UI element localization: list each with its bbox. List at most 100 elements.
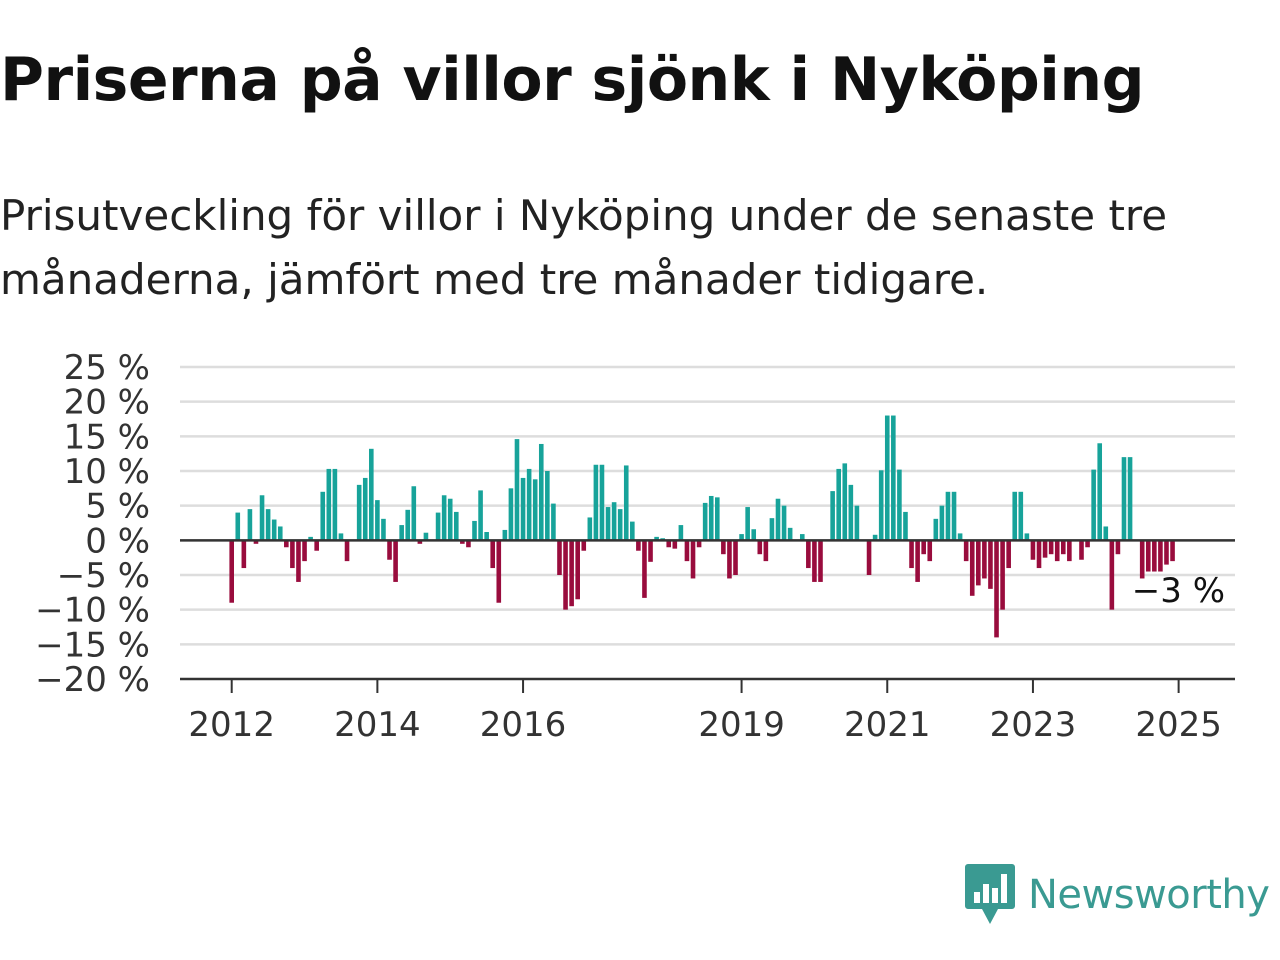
bar — [441, 495, 447, 541]
bar — [994, 540, 999, 638]
bar — [630, 521, 635, 541]
newsworthy-chart-icon — [965, 864, 1015, 924]
x-axis-ticks: 2012 2014 2016 2019 2021 2023 2025 — [188, 679, 1222, 745]
bar — [708, 495, 714, 541]
bar — [356, 484, 362, 541]
bar — [599, 464, 605, 541]
bar — [1042, 540, 1048, 558]
bar — [963, 540, 969, 562]
bar — [296, 540, 301, 582]
bar — [1085, 540, 1090, 548]
bar — [1048, 540, 1054, 555]
y-tick-label: −10 % — [35, 591, 150, 631]
bar — [1060, 540, 1066, 555]
bar — [1097, 443, 1103, 541]
y-axis-tick-labels: 25 %20 %15 %10 %5 %0 %−5 %−10 %−15 %−20 … — [35, 348, 150, 700]
bar — [508, 488, 514, 541]
chart-subtitle: Prisutveckling för villor i Nyköping und… — [0, 191, 1168, 304]
bar — [642, 540, 647, 598]
x-tick-label: 2016 — [480, 705, 567, 745]
bar — [1164, 540, 1169, 565]
bar — [453, 511, 459, 541]
bar — [763, 540, 769, 562]
bar — [927, 540, 933, 562]
bar — [575, 540, 580, 600]
bar — [381, 518, 386, 541]
bar — [344, 540, 350, 562]
bar — [1158, 540, 1163, 572]
bar — [884, 415, 890, 541]
bar — [235, 512, 241, 541]
bar — [781, 505, 787, 541]
bar — [1121, 457, 1127, 541]
bar — [969, 540, 975, 596]
x-tick-label: 2019 — [698, 705, 785, 745]
y-tick-label: −20 % — [35, 660, 150, 700]
newsworthy-logo-text: Newsworthy — [1028, 872, 1270, 918]
bar — [1115, 540, 1121, 555]
bar — [290, 540, 295, 569]
bar — [490, 540, 496, 569]
bar — [945, 491, 951, 541]
bar — [423, 532, 429, 541]
bar — [326, 468, 332, 541]
bar — [532, 479, 538, 541]
bar — [472, 520, 477, 541]
bar — [405, 509, 411, 541]
bar — [314, 540, 319, 551]
bar — [587, 517, 593, 541]
bar — [593, 464, 599, 541]
bar — [799, 534, 805, 541]
y-tick-label: 15 % — [64, 417, 150, 457]
bar — [1139, 540, 1145, 579]
bar-chart: 25 %20 %15 %10 %5 %0 %−5 %−10 %−15 %−20 … — [35, 348, 1235, 745]
bar — [842, 463, 848, 541]
bar — [460, 540, 465, 544]
bar — [538, 443, 544, 541]
bar — [957, 533, 963, 541]
bar — [435, 512, 441, 541]
bar — [229, 540, 234, 603]
y-tick-label: −15 % — [35, 625, 150, 665]
bar — [253, 540, 259, 544]
bar — [478, 490, 483, 541]
bar — [1079, 540, 1084, 560]
bar — [648, 540, 653, 562]
bar — [848, 484, 854, 541]
bar — [417, 540, 423, 544]
bar — [338, 533, 344, 541]
bar — [1127, 457, 1133, 541]
y-tick-label: 20 % — [64, 383, 150, 423]
x-tick-label: 2025 — [1135, 705, 1222, 745]
bar — [951, 491, 957, 541]
gridlines — [180, 365, 1235, 646]
bar — [241, 540, 247, 569]
bar — [1012, 491, 1018, 541]
bar — [545, 471, 550, 541]
bar — [757, 540, 763, 555]
bar — [982, 540, 987, 579]
bar — [933, 518, 939, 541]
bar — [259, 495, 265, 541]
bar — [1000, 540, 1005, 610]
bar — [751, 529, 757, 541]
bar — [854, 505, 860, 541]
bar — [271, 519, 277, 541]
y-tick-label: 0 % — [85, 521, 150, 561]
bar — [551, 503, 556, 541]
x-tick-label: 2014 — [334, 705, 421, 745]
bar — [891, 415, 896, 541]
bar — [1030, 540, 1036, 560]
x-tick-label: 2023 — [990, 705, 1077, 745]
bar — [502, 529, 508, 541]
bar — [769, 518, 775, 541]
bars — [229, 415, 1175, 638]
bar — [393, 540, 398, 582]
x-tick-label: 2021 — [844, 705, 931, 745]
bar — [976, 540, 981, 586]
bar — [284, 540, 289, 548]
bar — [484, 532, 489, 541]
bar — [557, 540, 562, 575]
bar — [369, 448, 374, 541]
bar — [915, 540, 920, 582]
